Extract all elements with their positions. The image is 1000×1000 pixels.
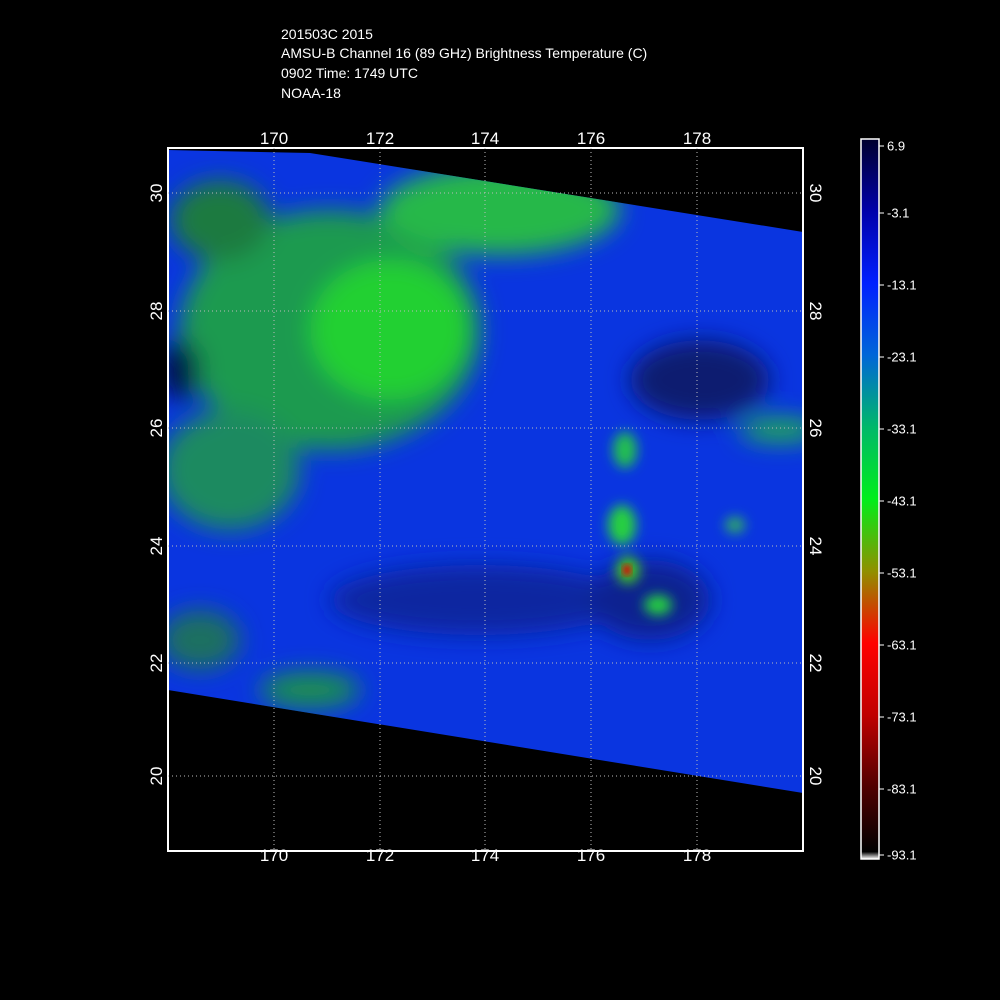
lon-tick-top: 178 — [682, 129, 712, 148]
storm-id-text: 201503C 2015 — [281, 26, 373, 42]
colorbar-label: 6.9 — [887, 138, 906, 154]
lat-tick-right: 22 — [806, 653, 825, 673]
lat-tick-left: 26 — [147, 418, 166, 438]
colorbar-label: -13.1 — [887, 277, 917, 293]
lat-tick-left: 28 — [147, 301, 166, 321]
colorbar-label: -23.1 — [887, 349, 917, 365]
lat-tick-right: 26 — [806, 418, 825, 438]
lon-tick-bottom: 176 — [576, 846, 606, 865]
lon-tick-bottom: 170 — [259, 846, 289, 865]
satellite-text: NOAA-18 — [281, 85, 341, 101]
lat-tick-right: 30 — [806, 183, 825, 203]
colorbar-label: -33.1 — [887, 421, 917, 437]
lat-tick-left: 30 — [147, 183, 166, 203]
lon-tick-top: 174 — [470, 129, 500, 148]
colorbar-ticks — [879, 145, 884, 856]
lat-tick-right: 28 — [806, 301, 825, 321]
lat-tick-right: 20 — [806, 766, 825, 786]
colorbar-label: -43.1 — [887, 493, 917, 509]
lon-tick-bottom: 172 — [365, 846, 395, 865]
product-title-text: AMSU-B Channel 16 (89 GHz) Brightness Te… — [281, 45, 648, 61]
lon-tick-bottom: 174 — [470, 846, 500, 865]
colorbar-label: -63.1 — [887, 637, 917, 653]
lat-tick-left: 24 — [147, 536, 166, 556]
lon-tick-top: 172 — [365, 129, 395, 148]
lat-tick-left: 20 — [147, 766, 166, 786]
lat-tick-left: 22 — [147, 653, 166, 673]
colorbar-label: -53.1 — [887, 565, 917, 581]
satellite-swath — [168, 150, 803, 793]
time-text: 0902 Time: 1749 UTC — [281, 65, 418, 81]
colorbar-label: -83.1 — [887, 781, 917, 797]
lon-tick-bottom: 178 — [682, 846, 712, 865]
lon-tick-top: 170 — [259, 129, 289, 148]
colorbar-label: -3.1 — [887, 205, 910, 221]
colorbar — [860, 138, 880, 860]
colorbar-label: -73.1 — [887, 709, 917, 725]
colorbar-label: -93.1 — [887, 847, 917, 863]
lon-tick-top: 176 — [576, 129, 606, 148]
lat-tick-right: 24 — [806, 536, 825, 556]
